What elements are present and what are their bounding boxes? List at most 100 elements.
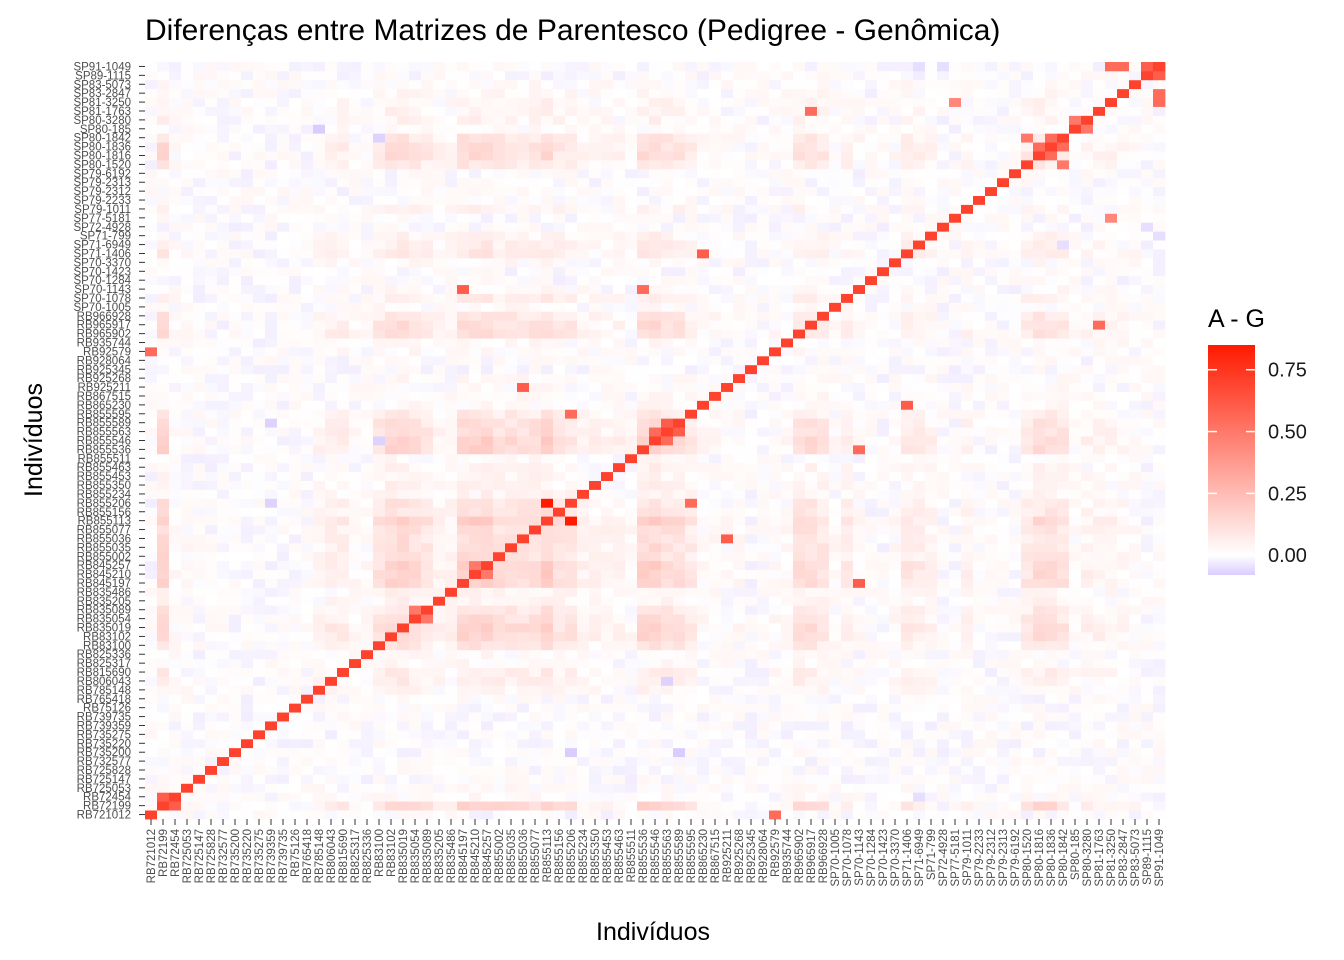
heatmap-cell [877, 516, 890, 526]
heatmap-cell [1009, 338, 1022, 348]
heatmap-cell [1057, 569, 1070, 579]
heatmap-cell [385, 703, 398, 713]
heatmap-cell [493, 614, 506, 624]
heatmap-cell [229, 801, 242, 811]
heatmap-cell [829, 471, 842, 481]
heatmap-cell [157, 721, 170, 731]
heatmap-cell [193, 631, 206, 642]
heatmap-cell [469, 498, 482, 508]
heatmap-cell [805, 542, 818, 553]
heatmap-cell [997, 605, 1010, 615]
heatmap-cell [157, 729, 170, 740]
heatmap-cell [721, 560, 734, 571]
heatmap-cell [601, 507, 614, 517]
heatmap-cell [517, 756, 530, 766]
heatmap-cell [637, 534, 650, 544]
heatmap-cell [385, 614, 398, 624]
heatmap-cell [889, 623, 902, 633]
heatmap-cell [469, 605, 482, 615]
heatmap-cell [265, 792, 278, 802]
heatmap-cell [937, 747, 950, 758]
heatmap-cell [1069, 346, 1082, 357]
heatmap-cell [1129, 525, 1142, 535]
heatmap-cell [457, 507, 470, 517]
heatmap-cell [205, 498, 218, 508]
heatmap-cell [1021, 320, 1034, 330]
heatmap-cell [1141, 560, 1154, 571]
heatmap-cell [937, 444, 950, 455]
heatmap-cell [1141, 542, 1154, 553]
heatmap-cell [1093, 658, 1106, 668]
heatmap-cell [265, 462, 278, 473]
heatmap-cell [877, 738, 890, 749]
heatmap-cell [241, 783, 254, 793]
heatmap-cell [541, 516, 554, 526]
heatmap-cell [889, 444, 902, 455]
heatmap-cell [529, 658, 542, 668]
heatmap-cell [469, 569, 482, 579]
heatmap-cell [565, 765, 578, 775]
heatmap-cell [361, 658, 374, 668]
heatmap-cell [1009, 756, 1022, 766]
heatmap-cell [1033, 364, 1046, 375]
heatmap-cell [313, 391, 326, 401]
heatmap-cell [493, 542, 506, 553]
heatmap-cell [889, 436, 902, 446]
heatmap-cell [865, 346, 878, 357]
heatmap-cell [385, 480, 398, 490]
heatmap-cell [397, 498, 410, 508]
heatmap-cell [397, 364, 410, 375]
heatmap-cell [829, 480, 842, 490]
heatmap-cell [529, 721, 542, 731]
heatmap-cell [385, 623, 398, 633]
heatmap-cell [493, 311, 506, 321]
heatmap-cell [529, 783, 542, 793]
heatmap-cell [589, 640, 602, 651]
heatmap-cell [1081, 453, 1094, 464]
heatmap-cell [265, 364, 278, 375]
heatmap-cell [781, 346, 794, 357]
heatmap-cell [1153, 792, 1166, 802]
heatmap-cell [481, 810, 494, 820]
heatmap-cell [865, 560, 878, 571]
heatmap-cell [541, 623, 554, 633]
heatmap-cell [193, 596, 206, 606]
heatmap-cell [1069, 631, 1082, 642]
heatmap-cell [757, 534, 770, 544]
heatmap-cell [181, 444, 194, 455]
heatmap-cell [841, 631, 854, 642]
heatmap-cell [1105, 560, 1118, 571]
heatmap-cell [193, 578, 206, 588]
heatmap-cell [385, 346, 398, 357]
heatmap-cell [685, 462, 698, 473]
heatmap-cell [349, 471, 362, 481]
heatmap-cell [853, 605, 866, 615]
heatmap-cell [769, 542, 782, 553]
heatmap-cell [673, 489, 686, 499]
heatmap-cell [901, 346, 914, 357]
heatmap-cell [877, 685, 890, 695]
heatmap-cell [733, 471, 746, 481]
heatmap-cell [733, 605, 746, 615]
heatmap-cell [925, 462, 938, 473]
heatmap-cell [841, 703, 854, 713]
heatmap-cell [325, 355, 338, 366]
heatmap-cell [877, 560, 890, 571]
heatmap-cell [1153, 525, 1166, 535]
heatmap-cell [373, 605, 386, 615]
heatmap-cell [697, 373, 710, 384]
heatmap-cell [637, 685, 650, 695]
heatmap-cell [229, 658, 242, 668]
heatmap-cell [373, 444, 386, 455]
heatmap-cell [601, 338, 614, 348]
heatmap-cell [1069, 596, 1082, 606]
heatmap-cell [721, 667, 734, 677]
heatmap-cell [697, 747, 710, 758]
heatmap-cell [685, 721, 698, 731]
heatmap-cell [1009, 810, 1022, 820]
heatmap-cell [145, 738, 158, 749]
heatmap-cell [1093, 409, 1106, 419]
heatmap-cell [817, 756, 830, 766]
heatmap-cell [997, 703, 1010, 713]
heatmap-cell [301, 444, 314, 455]
